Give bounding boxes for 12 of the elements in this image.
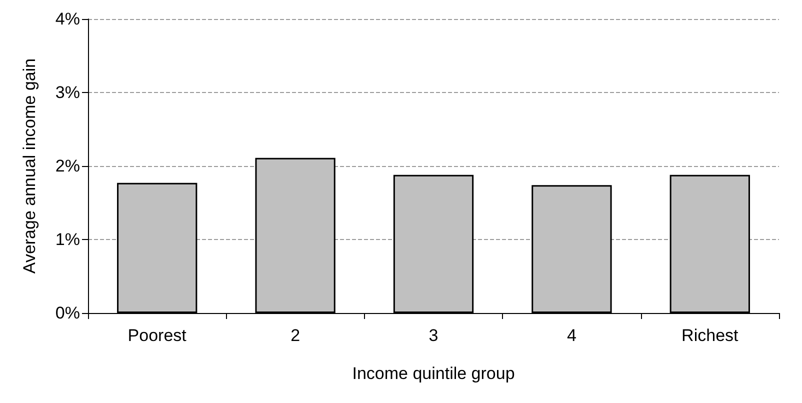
x-tick-label: 3	[428, 326, 438, 345]
x-tick-label: Richest	[682, 326, 739, 345]
y-axis-title: Average annual income gain	[20, 58, 39, 274]
x-tick-label: 4	[566, 326, 576, 345]
y-tick-label: 0%	[55, 304, 80, 322]
x-axis-title: Income quintile group	[352, 364, 515, 383]
x-tick-label: Poorest	[128, 326, 187, 345]
x-tick-label: 2	[290, 326, 300, 345]
y-tick-label: 3%	[55, 83, 80, 102]
y-tick-label: 2%	[55, 156, 80, 176]
y-tick-label: 4%	[55, 10, 80, 28]
y-tick-label: 1%	[55, 230, 80, 249]
